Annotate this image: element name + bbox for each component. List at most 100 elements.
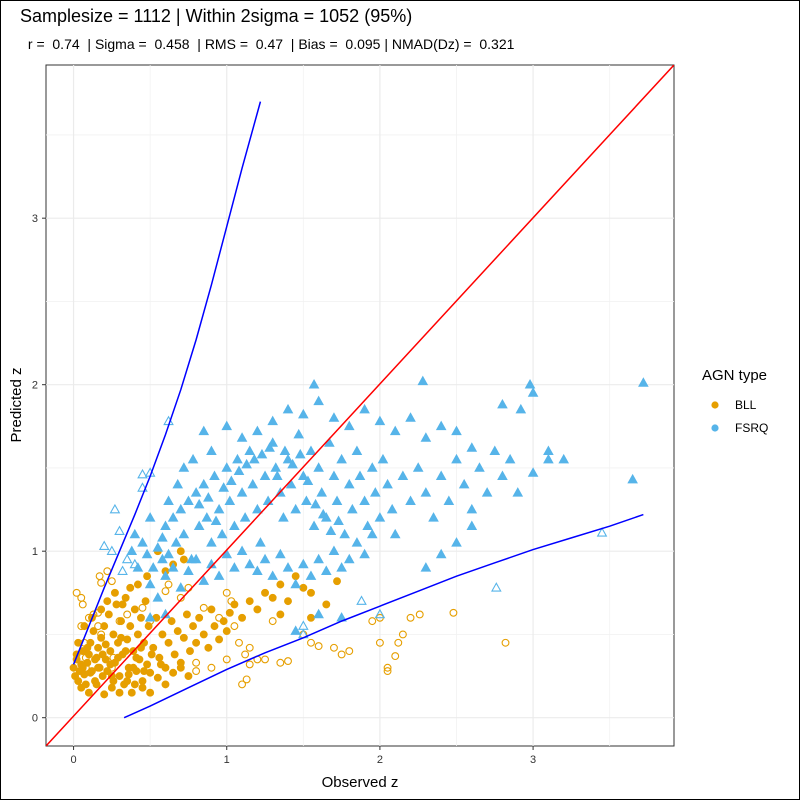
bll-open-point bbox=[238, 680, 247, 689]
bll-point bbox=[127, 688, 136, 697]
bll-open-point bbox=[268, 617, 277, 626]
fsrq-point bbox=[252, 503, 263, 514]
fsrq-point bbox=[317, 508, 329, 519]
fsrq-point bbox=[420, 562, 432, 572]
bll-open-point bbox=[230, 622, 239, 631]
fsrq-open-point bbox=[98, 540, 110, 550]
fsrq-point bbox=[175, 503, 187, 514]
bll-point bbox=[137, 613, 145, 622]
bll-open-point bbox=[199, 603, 208, 612]
fsrq-point bbox=[241, 458, 252, 469]
fsrq-point bbox=[512, 487, 524, 497]
fsrq-point bbox=[527, 387, 539, 397]
bll-point bbox=[182, 610, 191, 619]
fsrq-point bbox=[267, 415, 279, 426]
fsrq-point bbox=[527, 467, 539, 477]
fsrq-point bbox=[290, 578, 301, 589]
fsrq-point bbox=[255, 537, 266, 547]
fsrq-point bbox=[201, 512, 213, 522]
fsrq-point bbox=[126, 545, 138, 555]
fsrq-point bbox=[489, 445, 501, 456]
bll-open-point bbox=[330, 643, 338, 652]
bll-point bbox=[170, 650, 179, 659]
fsrq-point bbox=[324, 437, 335, 447]
bll-open-point bbox=[406, 613, 415, 622]
bll-point bbox=[104, 610, 113, 619]
bll-open-point bbox=[245, 643, 254, 652]
bll-point bbox=[291, 572, 300, 581]
y-tick-label: 1 bbox=[32, 546, 38, 558]
bll-point bbox=[225, 608, 234, 617]
fsrq-point bbox=[264, 442, 275, 452]
bll-open-point bbox=[391, 652, 400, 661]
fsrq-point bbox=[175, 582, 187, 592]
fsrq-open-point bbox=[137, 482, 148, 492]
fsrq-point bbox=[216, 528, 228, 539]
fsrq-point bbox=[524, 378, 536, 389]
bll-point bbox=[192, 638, 201, 647]
bll-point bbox=[94, 643, 103, 652]
fsrq-point bbox=[374, 415, 386, 426]
fsrq-point bbox=[247, 478, 259, 489]
bll-point bbox=[153, 673, 162, 682]
bll-point bbox=[83, 643, 92, 652]
bll-point bbox=[173, 627, 182, 636]
bll-open-point bbox=[72, 588, 81, 597]
bll-point bbox=[147, 650, 156, 659]
fsrq-point bbox=[412, 462, 424, 472]
fsrq-point bbox=[389, 528, 401, 539]
bll-point bbox=[97, 633, 106, 642]
bll-open-point bbox=[161, 587, 170, 596]
fsrq-point bbox=[282, 403, 294, 414]
bll-point bbox=[77, 683, 86, 692]
x-tick-label: 3 bbox=[530, 754, 536, 766]
fsrq-point bbox=[343, 553, 355, 564]
fsrq-point bbox=[147, 562, 159, 572]
upper-2sigma-line bbox=[72, 101, 262, 665]
fsrq-point bbox=[336, 562, 347, 572]
chart-title: Samplesize = 1112 | Within 2sigma = 1052… bbox=[20, 6, 413, 26]
fsrq-point bbox=[313, 553, 324, 564]
fsrq-point bbox=[157, 553, 168, 564]
legend-label-bll: BLL bbox=[735, 398, 757, 412]
fsrq-point bbox=[351, 445, 363, 456]
fsrq-point bbox=[236, 487, 248, 497]
fsrq-point bbox=[336, 453, 347, 464]
fsrq-point bbox=[366, 462, 378, 472]
bll-point bbox=[138, 677, 147, 686]
fsrq-point bbox=[466, 442, 478, 452]
fsrq-point bbox=[370, 487, 381, 497]
fsrq-point bbox=[198, 575, 210, 585]
bll-open-point bbox=[284, 657, 292, 666]
fsrq-point bbox=[178, 528, 190, 539]
legend: AGN type BLL FSRQ bbox=[702, 367, 768, 435]
fsrq-point bbox=[333, 515, 344, 525]
bll-point bbox=[91, 655, 99, 664]
fsrq-point bbox=[160, 520, 171, 530]
fsrq-point bbox=[443, 495, 455, 506]
bll-point bbox=[284, 597, 292, 606]
bll-open-point bbox=[222, 588, 231, 597]
fsrq-point bbox=[389, 425, 401, 436]
legend-key-bll bbox=[711, 401, 719, 409]
fsrq-point bbox=[209, 470, 220, 481]
fsrq-point bbox=[213, 503, 225, 514]
bll-point bbox=[176, 663, 185, 672]
fsrq-point bbox=[420, 432, 432, 442]
bll-point bbox=[299, 583, 308, 592]
bll-point bbox=[92, 680, 101, 689]
bll-point bbox=[115, 672, 124, 681]
bll-point bbox=[322, 600, 331, 609]
fsrq-open-point bbox=[117, 565, 128, 575]
fsrq-point bbox=[278, 512, 289, 522]
legend-key-fsrq bbox=[711, 424, 719, 432]
identity-line bbox=[46, 65, 674, 746]
fsrq-point bbox=[170, 537, 182, 547]
fsrq-point bbox=[221, 420, 233, 431]
bll-point bbox=[86, 668, 95, 677]
fsrq-point bbox=[451, 537, 462, 547]
bll-point bbox=[276, 610, 285, 619]
fsrq-point bbox=[316, 487, 328, 497]
fsrq-point bbox=[275, 548, 286, 559]
